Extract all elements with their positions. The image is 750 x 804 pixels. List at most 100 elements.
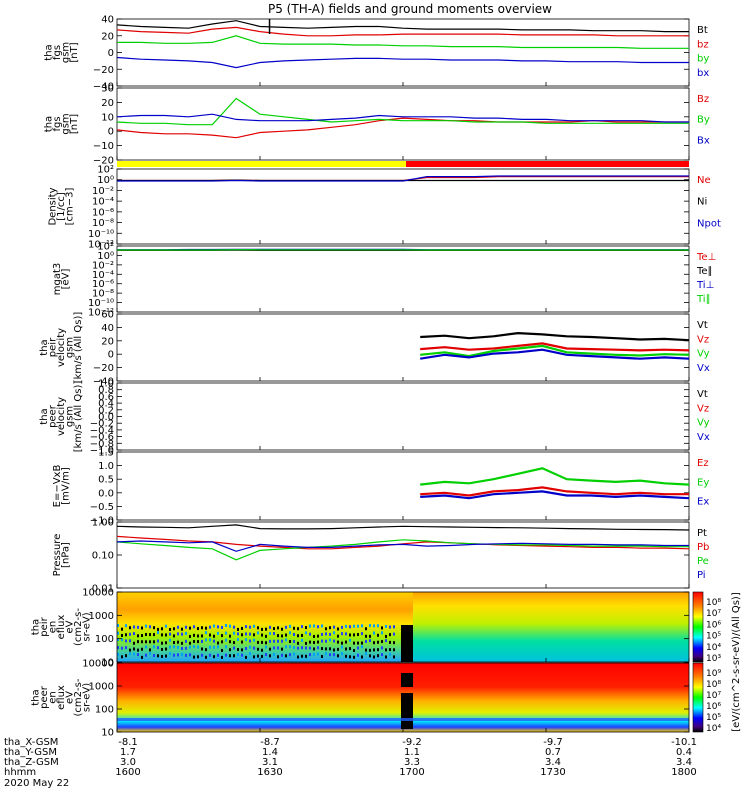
mode-bar [117, 161, 689, 167]
spectrogram-cell [333, 648, 335, 651]
spectrogram-cell [225, 624, 227, 627]
spectrogram-cell [373, 632, 375, 635]
spectrogram-cell [349, 639, 351, 642]
spectrogram-cell [205, 627, 207, 630]
y-tick-label: 1.00 [92, 518, 114, 529]
spectrogram-cell [325, 640, 327, 643]
panel-frame [117, 19, 689, 86]
spectrogram-cell [325, 652, 327, 655]
legend-label: Ex [697, 497, 709, 508]
spectrogram-cell [169, 652, 171, 655]
spectrogram-cell [245, 647, 247, 650]
legend-label: By [697, 115, 710, 126]
mode-bar-yellow [117, 161, 406, 167]
spectrogram-cell [289, 625, 291, 628]
spectrogram-cell [345, 647, 347, 650]
spectrogram-cell [269, 626, 271, 629]
spectrogram-cell [353, 642, 355, 645]
spectrogram-cell [193, 640, 195, 643]
y-tick-label: 0.10 [92, 551, 114, 562]
spectrogram-cell [365, 652, 367, 655]
spectrogram-cell [185, 647, 187, 650]
spectrogram-cell [145, 633, 147, 636]
spectrogram-cell [353, 625, 355, 628]
spectrogram-cell [365, 640, 367, 643]
spectrogram-cell [257, 641, 259, 644]
tick-hhmm: 1730 [540, 767, 565, 778]
spectrogram-cell [233, 632, 235, 635]
y-tick-label: 10⁻⁴ [92, 197, 114, 208]
spectrogram-cell [213, 655, 215, 658]
y-tick-label: −20 [93, 363, 114, 374]
spectrogram-cell [165, 648, 167, 651]
spectrogram-cell [197, 655, 199, 658]
legend-label: Vx [697, 432, 710, 443]
spectrogram-cell [381, 626, 383, 629]
panel-frame [117, 522, 689, 588]
spectrogram-cell [237, 653, 239, 656]
spectrogram-cell [121, 655, 123, 658]
legend-label: Ez [697, 458, 709, 469]
spectrogram-cell [237, 628, 239, 631]
y-tick-label: 10⁻¹⁰ [88, 229, 114, 240]
spectrogram-cell [157, 646, 159, 649]
legend-label: Pt [697, 528, 707, 539]
legend-label: Bz [697, 94, 709, 105]
spectrogram-cell [297, 627, 299, 630]
spectrogram-cell [377, 641, 379, 644]
spectrogram-cell [249, 626, 251, 629]
spectrogram-cell [285, 626, 287, 629]
spectrogram-cell [385, 655, 387, 658]
y-tick-label: 10000 [82, 588, 114, 599]
y-tick-label: 40 [101, 15, 114, 26]
spectrogram-cell [273, 646, 275, 649]
spectrogram-cell [185, 626, 187, 629]
spectrogram-cell [313, 653, 315, 656]
spectrogram-cell [125, 654, 127, 657]
spectrogram-cell [285, 634, 287, 637]
spectrogram-cell [221, 634, 223, 637]
spectrogram-cell [309, 625, 311, 628]
spectrogram-cell [313, 647, 315, 650]
legend-label: Te⊥ [696, 252, 716, 263]
spectrogram-cell [249, 646, 251, 649]
spectrogram-cell [381, 646, 383, 649]
spectrogram-cell [173, 654, 175, 657]
spectrogram-cell [177, 646, 179, 649]
spectrogram-cell [277, 655, 279, 658]
spectrogram-cell [205, 656, 207, 659]
spectrogram-cell [213, 646, 215, 649]
spectrogram-cell [285, 654, 287, 657]
spectrogram-cell [225, 654, 227, 657]
spectrogram-cell [377, 648, 379, 651]
spectrogram-cell [293, 627, 295, 630]
spectrogram-cell [301, 639, 303, 642]
spectrogram-cell [229, 625, 231, 628]
spectrogram-cell [385, 648, 387, 651]
spectrogram-cell [301, 646, 303, 649]
spectrogram-cell [153, 640, 155, 643]
spectrogram-cell [165, 625, 167, 628]
spectrogram-cell [153, 626, 155, 629]
legend-label: Npot [697, 218, 721, 229]
y-tick-label: 20 [101, 336, 114, 347]
spectrogram-cell [229, 648, 231, 651]
spectrogram-cell [385, 625, 387, 628]
spectrogram-cell [249, 633, 251, 636]
tick-hhmm: 1700 [399, 767, 424, 778]
y-axis-label: [cm−3] [65, 188, 76, 226]
spectrogram-cell [137, 634, 139, 637]
spectrogram-cell [129, 639, 131, 642]
spectrogram-cell [389, 641, 391, 644]
colorbar-tick-label: 10⁷ [706, 609, 721, 619]
spectrogram-cell [337, 641, 339, 644]
spectrogram-cell [181, 642, 183, 645]
spectrogram-cell [285, 645, 287, 648]
spectrogram-cell [265, 641, 267, 644]
spectrogram-cell [357, 625, 359, 628]
spectrogram-cell [333, 653, 335, 656]
legend-label: Vz [697, 403, 709, 414]
spectrogram-cell [353, 649, 355, 652]
spectrogram-cell [149, 652, 151, 655]
spectrogram-cell [301, 625, 303, 628]
